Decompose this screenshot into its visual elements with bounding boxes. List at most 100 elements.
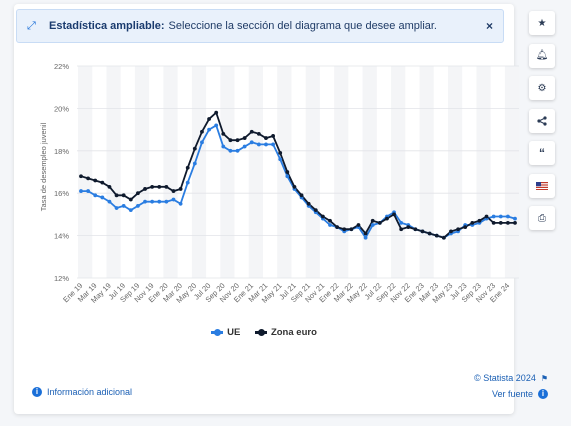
data-point-zona-euro[interactable]: [413, 227, 418, 232]
data-point-ue[interactable]: [107, 199, 112, 204]
data-point-zona-euro[interactable]: [242, 136, 247, 140]
data-point-ue[interactable]: [249, 140, 254, 145]
data-point-ue[interactable]: [143, 199, 147, 204]
data-point-zona-euro[interactable]: [214, 110, 219, 115]
data-point-zona-euro[interactable]: [456, 227, 460, 232]
legend-item-zona-euro[interactable]: Zona euro: [254, 327, 317, 338]
data-point-zona-euro[interactable]: [100, 180, 105, 185]
data-point-ue[interactable]: [513, 216, 517, 221]
data-point-zona-euro[interactable]: [157, 184, 162, 189]
data-point-zona-euro[interactable]: [192, 146, 197, 151]
data-point-ue[interactable]: [121, 204, 126, 208]
data-point-zona-euro[interactable]: [306, 201, 311, 206]
data-point-zona-euro[interactable]: [171, 189, 176, 193]
data-point-zona-euro[interactable]: [363, 231, 368, 236]
copyright[interactable]: © Statista 2024 ⚑: [474, 373, 548, 383]
data-point-zona-euro[interactable]: [164, 184, 169, 189]
data-point-ue[interactable]: [221, 144, 226, 149]
data-point-zona-euro[interactable]: [463, 225, 468, 230]
source-link[interactable]: Ver fuente i: [492, 389, 548, 399]
data-point-zona-euro[interactable]: [420, 229, 425, 234]
share-button[interactable]: [529, 108, 555, 133]
data-point-ue[interactable]: [228, 148, 233, 153]
data-point-zona-euro[interactable]: [221, 131, 226, 136]
data-point-zona-euro[interactable]: [292, 184, 297, 189]
data-point-ue[interactable]: [399, 220, 404, 225]
data-point-zona-euro[interactable]: [128, 197, 133, 202]
data-point-zona-euro[interactable]: [249, 129, 254, 134]
data-point-zona-euro[interactable]: [385, 216, 389, 221]
data-point-zona-euro[interactable]: [278, 151, 283, 155]
data-point-zona-euro[interactable]: [441, 235, 446, 240]
legend-item-ue[interactable]: UE: [211, 327, 240, 338]
data-point-zona-euro[interactable]: [470, 220, 475, 225]
data-point-zona-euro[interactable]: [143, 187, 147, 191]
data-point-zona-euro[interactable]: [321, 214, 325, 219]
data-point-zona-euro[interactable]: [121, 193, 126, 198]
data-point-ue[interactable]: [164, 199, 169, 204]
data-point-ue[interactable]: [185, 180, 190, 185]
data-point-ue[interactable]: [207, 127, 211, 132]
data-point-zona-euro[interactable]: [256, 131, 261, 136]
data-point-zona-euro[interactable]: [392, 212, 396, 217]
data-point-ue[interactable]: [271, 142, 275, 147]
data-point-ue[interactable]: [86, 189, 91, 193]
data-point-ue[interactable]: [128, 208, 133, 213]
data-point-zona-euro[interactable]: [349, 227, 354, 232]
data-point-zona-euro[interactable]: [200, 129, 204, 134]
cite-button[interactable]: “: [529, 141, 555, 165]
data-point-ue[interactable]: [192, 161, 197, 166]
data-point-zona-euro[interactable]: [505, 220, 510, 225]
data-point-zona-euro[interactable]: [477, 218, 482, 223]
favorite-button[interactable]: ★: [529, 11, 555, 35]
more-info-link[interactable]: i Información adicional: [32, 387, 132, 397]
data-point-zona-euro[interactable]: [335, 225, 340, 230]
data-point-ue[interactable]: [498, 214, 503, 219]
data-point-zona-euro[interactable]: [207, 117, 211, 121]
data-point-zona-euro[interactable]: [427, 231, 432, 236]
data-point-zona-euro[interactable]: [235, 138, 240, 143]
data-point-zona-euro[interactable]: [434, 233, 439, 238]
data-point-zona-euro[interactable]: [271, 134, 275, 138]
data-point-ue[interactable]: [505, 214, 510, 219]
data-point-ue[interactable]: [200, 140, 204, 145]
data-point-zona-euro[interactable]: [178, 187, 183, 191]
data-point-ue[interactable]: [328, 223, 332, 227]
data-point-ue[interactable]: [136, 204, 140, 208]
data-point-ue[interactable]: [242, 144, 247, 149]
data-point-zona-euro[interactable]: [114, 193, 119, 198]
data-point-zona-euro[interactable]: [93, 178, 98, 183]
data-point-ue[interactable]: [235, 148, 240, 153]
data-point-zona-euro[interactable]: [264, 136, 268, 140]
data-point-ue[interactable]: [114, 206, 119, 210]
data-point-zona-euro[interactable]: [484, 214, 489, 219]
data-point-ue[interactable]: [79, 189, 83, 193]
data-point-zona-euro[interactable]: [406, 225, 411, 230]
data-point-zona-euro[interactable]: [513, 220, 517, 225]
data-point-ue[interactable]: [363, 235, 368, 240]
data-point-zona-euro[interactable]: [342, 227, 347, 232]
data-point-zona-euro[interactable]: [399, 227, 404, 232]
data-point-zona-euro[interactable]: [377, 220, 382, 225]
data-point-ue[interactable]: [171, 197, 176, 202]
data-point-ue[interactable]: [491, 214, 496, 219]
data-point-zona-euro[interactable]: [370, 218, 375, 223]
data-point-ue[interactable]: [285, 174, 290, 179]
data-point-ue[interactable]: [278, 157, 283, 162]
data-point-zona-euro[interactable]: [150, 184, 155, 189]
data-point-zona-euro[interactable]: [136, 191, 140, 196]
settings-button[interactable]: ⚙: [529, 76, 555, 100]
data-point-ue[interactable]: [370, 223, 375, 227]
data-point-ue[interactable]: [157, 199, 162, 204]
data-point-ue[interactable]: [264, 142, 268, 147]
language-button[interactable]: [529, 173, 555, 198]
data-point-zona-euro[interactable]: [491, 220, 496, 225]
data-point-ue[interactable]: [214, 123, 219, 128]
data-point-zona-euro[interactable]: [185, 165, 190, 170]
data-point-ue[interactable]: [150, 199, 155, 204]
data-point-ue[interactable]: [100, 195, 105, 200]
print-button[interactable]: ⎙: [529, 206, 555, 230]
data-point-zona-euro[interactable]: [86, 176, 91, 181]
data-point-ue[interactable]: [256, 142, 261, 147]
data-point-ue[interactable]: [178, 201, 183, 206]
